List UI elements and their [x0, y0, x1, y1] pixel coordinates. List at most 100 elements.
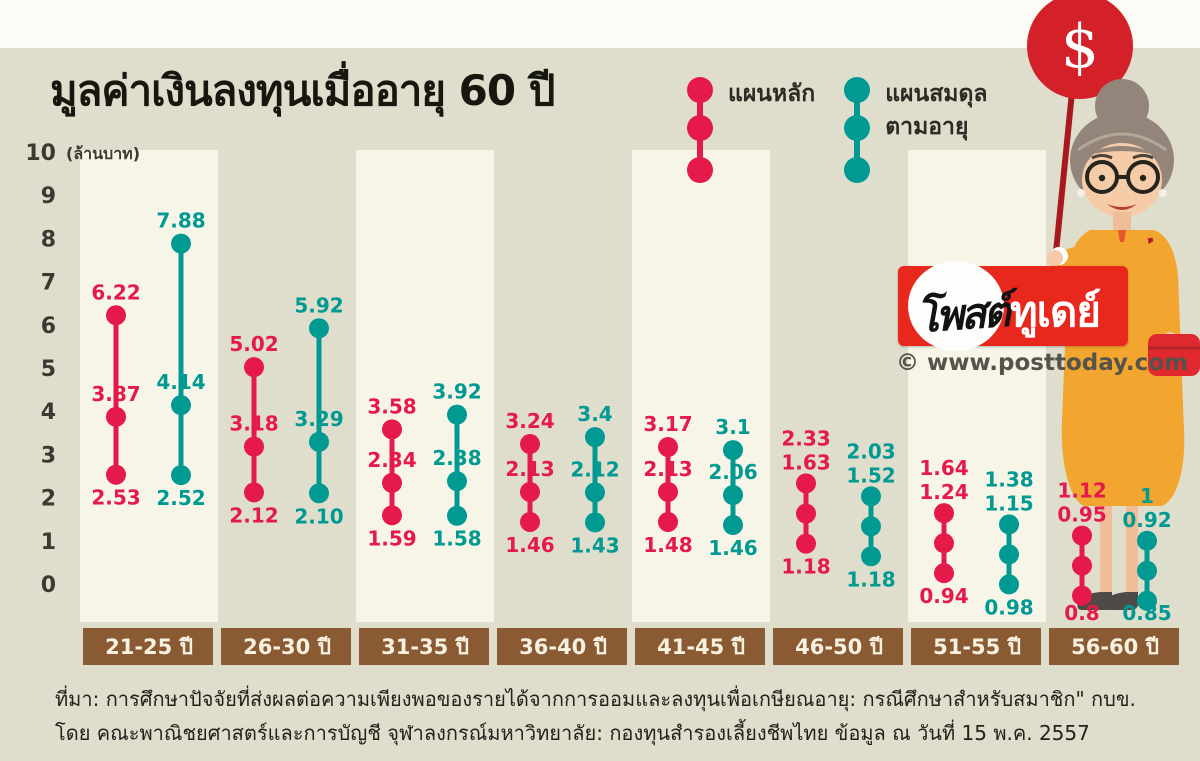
- y-tick-label: 5: [41, 357, 56, 382]
- data-point-dot: [585, 427, 605, 448]
- eyebrow: [1132, 154, 1154, 160]
- data-point-label: 5.02: [229, 332, 278, 356]
- data-point-dot: [171, 233, 191, 254]
- data-point-label: 2.06: [708, 460, 757, 484]
- data-point-dot: [723, 515, 743, 536]
- data-point-label: 1.46: [708, 536, 757, 560]
- dollar-sign-icon: $: [1061, 12, 1099, 82]
- category-label: 26-30 ปี: [243, 635, 331, 659]
- data-point-dot: [658, 511, 678, 532]
- leg: [1126, 506, 1138, 594]
- page-title: มูลค่าเงินลงทุนเมื่ออายุ 60 ปี: [50, 66, 555, 115]
- column-band: [80, 150, 218, 622]
- data-point-dot: [1072, 585, 1092, 606]
- data-point-label: 2.33: [781, 426, 830, 450]
- category-label: 21-25 ปี: [105, 635, 193, 659]
- data-point-dot: [244, 357, 264, 378]
- data-point-label: 3.24: [505, 409, 554, 433]
- data-point-dot: [382, 472, 402, 493]
- category-label-box: [221, 628, 351, 665]
- data-point-dot: [999, 514, 1019, 535]
- logo-script-text: โพสต์: [914, 286, 1010, 343]
- data-point-label: 2.10: [294, 504, 343, 528]
- collar-trim: [1118, 230, 1126, 242]
- data-point-label: 2.52: [156, 486, 205, 510]
- data-point-dot: [106, 305, 126, 326]
- data-point-dot: [447, 505, 467, 526]
- y-tick-label: 7: [41, 271, 56, 296]
- data-point-label: 2.03: [846, 439, 895, 463]
- data-point-label: 3.29: [294, 407, 343, 431]
- data-point-label: 1.64: [919, 456, 968, 480]
- legend-label-line2: ตามอายุ: [885, 114, 969, 140]
- smile: [1107, 204, 1137, 210]
- category-label: 36-40 ปี: [519, 635, 607, 659]
- source-line-2: โดย คณะพาณิชยศาสตร์และการบัญชี จุฬาลงกรณ…: [55, 721, 1090, 745]
- data-point-dot: [171, 395, 191, 416]
- data-point-label: 2.53: [91, 486, 140, 510]
- column-band: [632, 150, 770, 622]
- data-point-dot: [999, 544, 1019, 565]
- data-point-label: 3.18: [229, 412, 278, 436]
- dollar-balloon-icon: [1027, 0, 1133, 99]
- data-point-dot: [382, 419, 402, 440]
- data-point-label: 3.58: [367, 394, 416, 418]
- data-point-dot: [106, 406, 126, 427]
- data-point-label: 3.92: [432, 380, 481, 404]
- neck: [1113, 212, 1131, 230]
- data-point-label: 0.94: [919, 584, 968, 608]
- data-point-dot: [999, 574, 1019, 595]
- category-label-box: [359, 628, 489, 665]
- data-point-label: 0.95: [1057, 503, 1106, 527]
- data-point-label: 1.58: [432, 527, 481, 551]
- data-point-dot: [309, 318, 329, 339]
- data-point-label: 1.18: [781, 555, 830, 579]
- data-point-dot: [382, 505, 402, 526]
- y-tick-label: 6: [41, 314, 56, 339]
- data-point-label: 2.13: [505, 457, 554, 481]
- column-band: [908, 150, 1046, 622]
- category-label-box: [635, 628, 765, 665]
- legend-label-main-plan: แผนหลัก: [728, 81, 816, 107]
- eye: [1139, 174, 1147, 182]
- data-point-label: 1.24: [919, 480, 968, 504]
- data-point-dot: [171, 465, 191, 486]
- data-point-label: 1.43: [570, 533, 619, 557]
- legend-item-main-plan: แผนหลัก: [686, 76, 815, 184]
- y-tick-label: 10: [25, 141, 56, 166]
- data-point-label: 0.8: [1064, 601, 1099, 625]
- data-point-dot: [1137, 560, 1157, 581]
- data-point-dot: [1072, 525, 1092, 546]
- data-point-label: 1.15: [984, 491, 1033, 515]
- posttoday-logo: โพสต์ ทูเดย์: [898, 261, 1128, 351]
- arm: [1147, 241, 1177, 339]
- category-label: 31-35 ปี: [381, 635, 469, 659]
- legend-label-balanced-plan: แผนสมดุล ตามอายุ: [885, 76, 987, 144]
- y-tick-label: 8: [41, 227, 56, 252]
- data-point-dot: [447, 471, 467, 492]
- data-point-label: 5.92: [294, 293, 343, 317]
- data-point-label: 3.4: [577, 402, 612, 426]
- data-point-dot: [520, 434, 540, 455]
- data-point-dot: [658, 437, 678, 458]
- legend-item-balanced-plan: แผนสมดุล ตามอายุ: [843, 76, 987, 184]
- category-label: 41-45 ปี: [657, 635, 745, 659]
- data-point-label: 2.12: [570, 457, 619, 481]
- leg: [1100, 506, 1112, 594]
- hand: [1047, 250, 1063, 266]
- main-plan-legend-icon: [687, 77, 713, 183]
- data-point-label: 1.38: [984, 467, 1033, 491]
- column-band: [356, 150, 494, 622]
- y-tick-label: 0: [41, 573, 56, 598]
- data-point-dot: [309, 431, 329, 452]
- data-point-label: 4.14: [156, 370, 205, 394]
- data-point-label: 1.48: [643, 533, 692, 557]
- data-point-dot: [585, 512, 605, 533]
- data-point-dot: [934, 503, 954, 524]
- data-point-dot: [520, 481, 540, 502]
- data-point-dot: [447, 404, 467, 425]
- legend: แผนหลัก แผนสมดุล ตามอายุ: [686, 76, 987, 184]
- category-label-box: [83, 628, 213, 665]
- data-point-dot: [106, 464, 126, 485]
